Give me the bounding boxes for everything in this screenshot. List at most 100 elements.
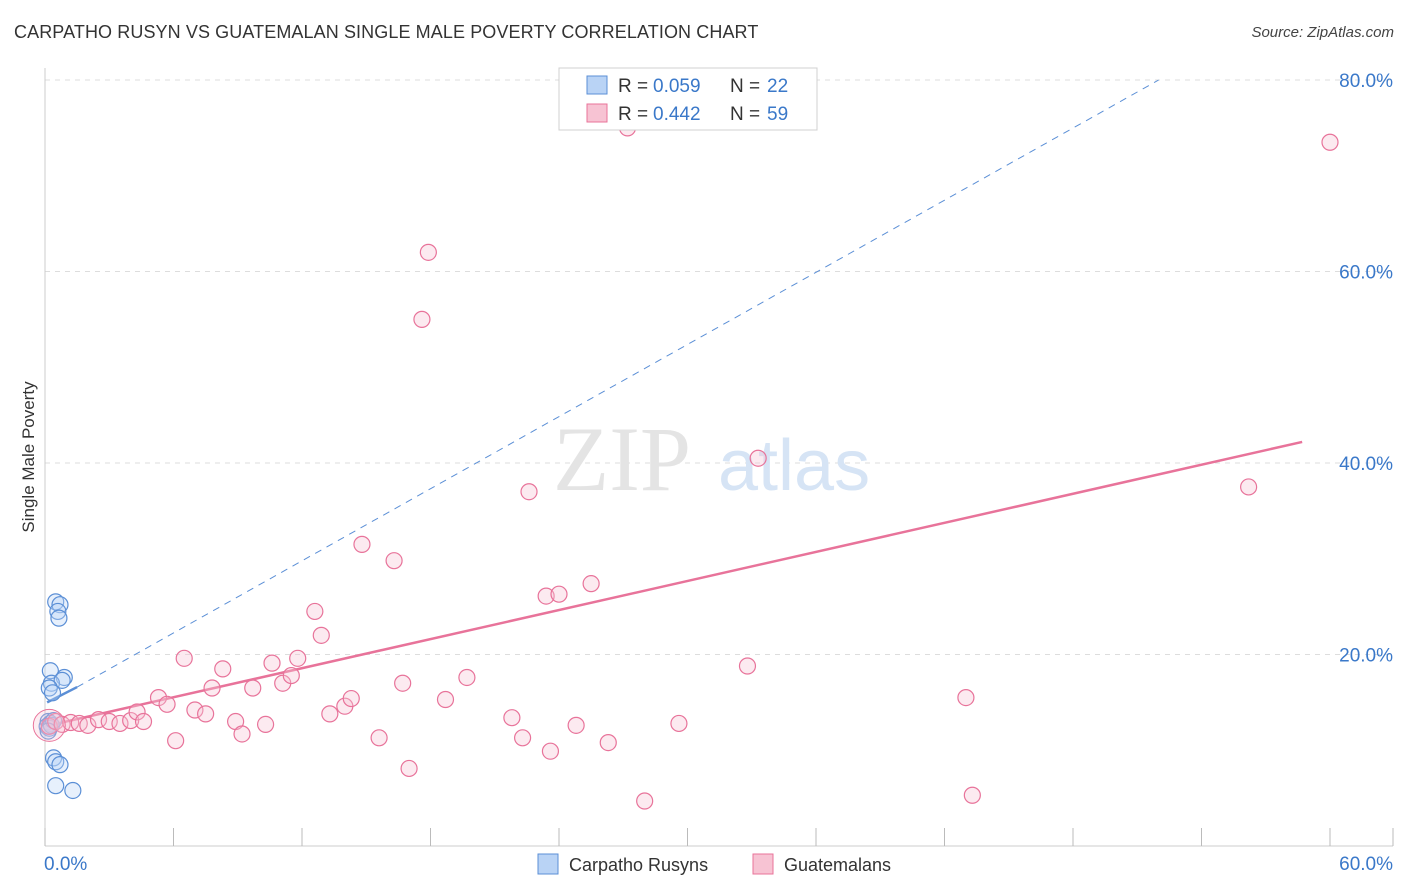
- data-point-guatemalan-35: [385, 552, 403, 570]
- data-point-guatemalan-34: [370, 729, 388, 747]
- data-point-guatemalan-23: [256, 715, 275, 733]
- data-point-guatemalan-27: [289, 649, 307, 667]
- trend-lines: [44, 79, 1303, 728]
- axes: [44, 68, 1394, 847]
- trend-line-1: [44, 440, 1303, 728]
- legend-r-value-guatemalan: 0.442: [653, 104, 701, 125]
- data-point-guatemalan-47: [550, 585, 568, 603]
- data-point-guatemalan-11: [134, 712, 153, 731]
- data-point-guatemalan-15: [175, 649, 193, 667]
- data-point-guatemalan-3: [62, 713, 80, 732]
- y-tick-label-40: 40.0%: [1339, 454, 1393, 475]
- grid-lines: [45, 79, 1393, 655]
- data-point-guatemalan-49: [582, 575, 600, 593]
- data-point-guatemalan-16: [186, 701, 204, 719]
- data-point-guatemalan-58: [1240, 478, 1258, 496]
- legend-n-label-carpatho: N =: [730, 76, 760, 97]
- data-point-guatemalan-30: [321, 705, 339, 723]
- data-point-carpatho-2: [49, 602, 67, 621]
- x-tick-label-0: 0.0%: [44, 854, 87, 875]
- y-tick-label-60: 60.0%: [1339, 263, 1393, 284]
- data-point-carpatho-8: [40, 679, 58, 697]
- data-point-guatemalan-7: [100, 712, 118, 731]
- data-point-guatemalan-48: [567, 716, 585, 734]
- data-point-guatemalan-29: [312, 626, 330, 644]
- data-point-guatemalan-54: [738, 657, 757, 675]
- data-point-guatemalan-21: [233, 725, 251, 743]
- data-point-guatemalan-55: [749, 449, 767, 467]
- data-point-guatemalan-57: [963, 786, 981, 804]
- watermark-atlas: atlas: [718, 426, 870, 506]
- data-point-guatemalan-12: [149, 688, 168, 707]
- data-point-guatemalan-22: [244, 679, 262, 697]
- watermark-zip: ZIP: [553, 408, 691, 510]
- data-point-guatemalan-46: [541, 742, 560, 760]
- data-point-guatemalan-26: [282, 666, 300, 685]
- watermark: ZIP atlas: [553, 408, 870, 510]
- data-point-guatemalan-44: [520, 483, 538, 501]
- trend-line-0: [46, 685, 78, 704]
- source-credit: Source: ZipAtlas.com: [1251, 24, 1394, 41]
- data-point-carpatho-20: [47, 777, 65, 795]
- data-point-guatemalan-32: [342, 689, 360, 708]
- data-point-carpatho-9: [43, 684, 62, 702]
- legend-bottom-swatch-carpatho: [537, 853, 559, 875]
- data-point-guatemalan-18: [203, 679, 221, 697]
- data-point-guatemalan-33: [353, 535, 371, 553]
- legend-swatch-carpatho: [586, 75, 608, 95]
- legend-n-value-guatemalan: 59: [767, 104, 788, 125]
- legend-n-label-guatemalan: N =: [730, 104, 760, 125]
- data-point-carpatho-7: [53, 671, 71, 689]
- y-tick-label-20: 20.0%: [1339, 646, 1393, 667]
- legend-bottom-swatch-guatemalan: [752, 853, 774, 875]
- data-point-guatemalan-28: [306, 602, 324, 621]
- data-point-guatemalan-9: [122, 711, 140, 730]
- chart-title: CARPATHO RUSYN VS GUATEMALAN SINGLE MALE…: [14, 22, 759, 42]
- legend-bottom: Carpatho Rusyns Guatemalans: [537, 853, 891, 875]
- data-point-guatemalan-24: [263, 654, 281, 672]
- data-point-guatemalan-10: [128, 703, 146, 721]
- data-point-guatemalan-40: [436, 690, 455, 709]
- y-tick-label-80: 80.0%: [1339, 71, 1393, 92]
- data-point-guatemalan-19: [214, 660, 232, 678]
- data-point-guatemalan-53: [670, 714, 688, 733]
- legend-n-value-carpatho: 22: [767, 76, 788, 97]
- data-point-guatemalan-36: [394, 674, 412, 692]
- data-point-guatemalan-45: [537, 587, 555, 605]
- tick-labels: 20.0% 40.0% 60.0% 80.0% 0.0% 60.0%: [44, 71, 1393, 875]
- data-point-guatemalan-17: [197, 705, 215, 723]
- legend-r-value-carpatho: 0.059: [653, 76, 701, 97]
- data-point-guatemalan-50: [599, 733, 617, 752]
- data-point-guatemalan-41: [458, 668, 476, 687]
- x-tick-label-60: 60.0%: [1339, 854, 1393, 875]
- data-point-guatemalan-cluster: [32, 708, 66, 742]
- data-point-carpatho-19: [51, 756, 69, 774]
- data-point-carpatho-4: [41, 662, 59, 680]
- data-point-guatemalan-52: [636, 792, 654, 810]
- data-point-guatemalan-59: [1321, 133, 1339, 151]
- data-points: [32, 119, 1339, 810]
- data-point-guatemalan-14: [167, 732, 185, 750]
- legend-swatch-guatemalan: [586, 103, 608, 123]
- data-point-carpatho-3: [50, 609, 68, 627]
- legend-bottom-label-guatemalan: Guatemalans: [784, 855, 891, 875]
- legend-top: R = 0.059 N = 22 R = 0.442 N = 59: [558, 67, 818, 131]
- data-point-guatemalan-6: [89, 711, 108, 729]
- data-point-guatemalan-5: [79, 716, 97, 734]
- data-point-guatemalan-8: [111, 714, 129, 733]
- data-point-guatemalan-37: [400, 759, 418, 778]
- data-point-guatemalan-42: [503, 709, 521, 727]
- data-point-guatemalan-56: [957, 688, 975, 707]
- data-point-carpatho-1: [51, 596, 69, 614]
- data-point-carpatho-21: [64, 781, 82, 800]
- legend-bottom-label-carpatho: Carpatho Rusyns: [569, 855, 708, 875]
- y-axis-label: Single Male Poverty: [19, 381, 38, 533]
- legend-r-label-guatemalan: R =: [618, 104, 648, 125]
- data-point-guatemalan-39: [419, 243, 437, 261]
- data-point-guatemalan-13: [158, 695, 176, 713]
- data-point-guatemalan-43: [513, 729, 532, 747]
- data-point-guatemalan-38: [413, 310, 431, 328]
- legend-r-label-carpatho: R =: [618, 76, 648, 97]
- trend-line-extended-0: [76, 79, 1159, 688]
